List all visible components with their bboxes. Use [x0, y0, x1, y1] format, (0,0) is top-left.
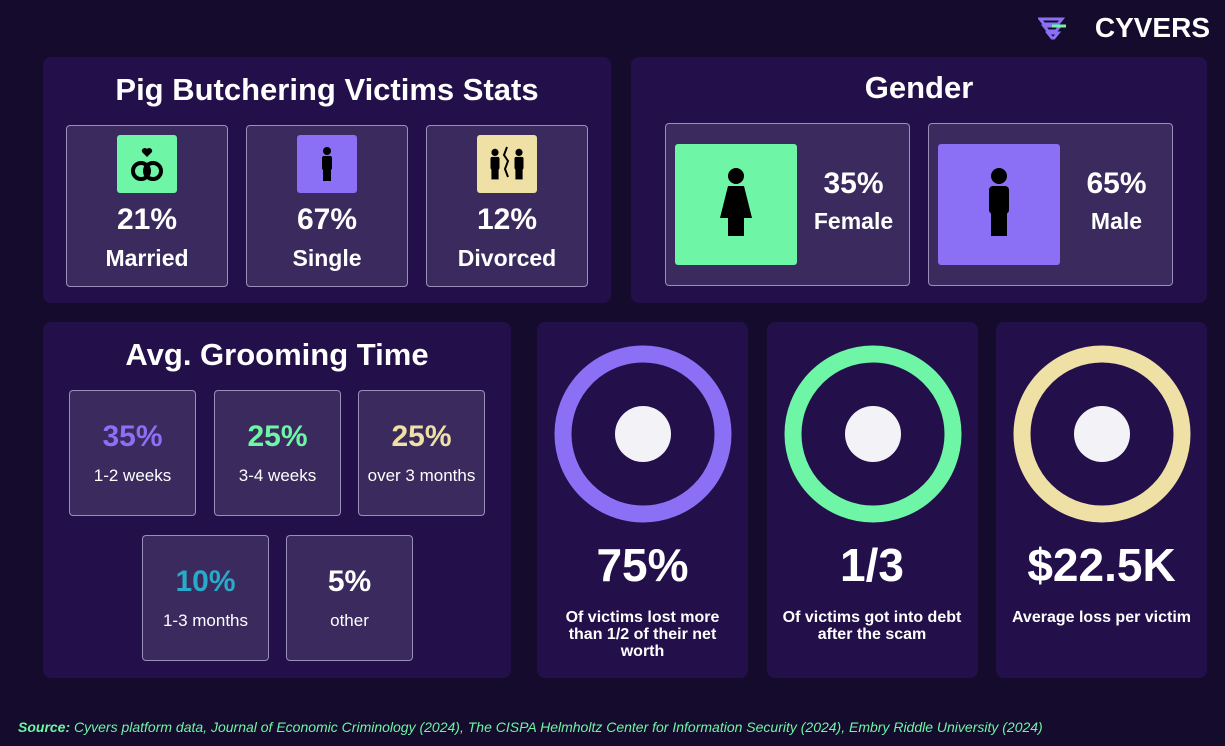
ring-icon: [784, 345, 961, 523]
female-icon: [720, 168, 752, 236]
grooming-value: 5%: [327, 565, 372, 598]
source: Source: Cyvers platform data, Journal of…: [18, 719, 1043, 735]
grooming-card: [286, 535, 413, 661]
ring: [554, 345, 732, 523]
grooming-card: [358, 390, 485, 516]
person-icon: [322, 147, 332, 181]
ring: [1013, 345, 1191, 523]
grooming-label: 1-2 weeks: [93, 466, 172, 485]
panel-title: Gender: [864, 70, 974, 105]
icon: [675, 144, 797, 265]
rings-icon: [131, 148, 163, 181]
stat-value: 67%: [296, 203, 358, 236]
icon: [297, 135, 357, 193]
gender-value: 65%: [1086, 167, 1147, 200]
grooming-value: 10%: [175, 565, 236, 598]
gender-label: Female: [813, 208, 894, 234]
grooming-value: 35%: [102, 420, 163, 453]
grooming-card: [214, 390, 341, 516]
divorce-icon: [490, 146, 524, 180]
stat-value: 21%: [116, 203, 178, 236]
fact-label: Average loss per victim: [1011, 609, 1192, 626]
icon: [477, 135, 537, 193]
source-label: Source:: [18, 719, 71, 735]
grooming-label: 1-3 months: [162, 611, 249, 630]
stat-label: Divorced: [457, 245, 557, 271]
panel-title: Pig Butchering Victims Stats: [115, 72, 539, 107]
fact-value: $22.5K: [1027, 539, 1176, 591]
grooming-card: [142, 535, 269, 661]
ring: [784, 345, 962, 523]
logo: [1038, 17, 1066, 40]
icon: [938, 144, 1060, 265]
ring-icon: [1013, 345, 1191, 523]
fact-value: 1/3: [840, 539, 904, 591]
grooming-label: 3-4 weeks: [238, 466, 317, 485]
gender-label: Male: [1090, 208, 1143, 234]
fact-label: Of victims lost more than 1/2 of their n…: [565, 609, 720, 660]
fact-value: 75%: [596, 539, 689, 591]
person-icon: [989, 168, 1009, 236]
grooming-value: 25%: [247, 420, 308, 453]
grooming-label: over 3 months: [367, 466, 476, 485]
stat-label: Married: [105, 245, 189, 271]
grooming-value: 25%: [391, 420, 452, 453]
stat-value: 12%: [476, 203, 538, 236]
ring-icon: [554, 345, 732, 523]
brand: CYVERS: [1094, 12, 1210, 43]
panel-title: Avg. Grooming Time: [125, 337, 429, 372]
stat-label: Single: [292, 245, 362, 271]
icon: [117, 135, 177, 193]
gender-value: 35%: [823, 167, 884, 200]
grooming-label: other: [330, 611, 369, 630]
source-text: Cyvers platform data, Journal of Economi…: [74, 719, 1043, 735]
grooming-card: [69, 390, 196, 516]
fact-label: Of victims got into debt after the scam: [782, 609, 962, 643]
